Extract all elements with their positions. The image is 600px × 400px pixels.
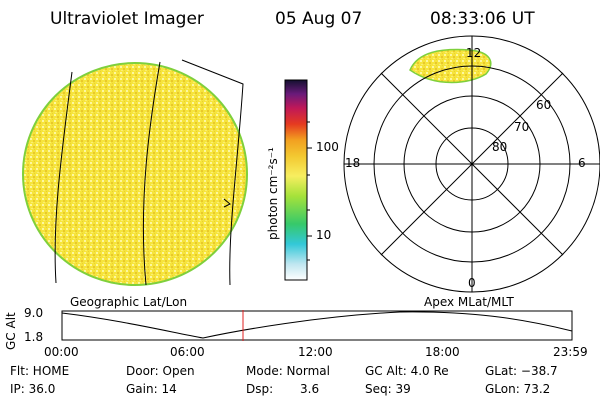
mlt-label-6: 6 bbox=[578, 156, 586, 170]
status-gain: Gain: 14 bbox=[126, 382, 177, 396]
longitude-line bbox=[181, 59, 244, 286]
instrument-title: Ultraviolet Imager bbox=[50, 9, 204, 29]
longitude-line bbox=[54, 71, 73, 284]
altitude-timeline bbox=[61, 310, 573, 341]
polar-plot bbox=[343, 35, 600, 293]
status-glat: GLat: −38.7 bbox=[485, 364, 558, 378]
mlat-label-80: 80 bbox=[492, 140, 508, 154]
colorbar bbox=[284, 79, 312, 281]
colorbar-tick-10: 10 bbox=[316, 228, 332, 242]
status-gc-alt: GC Alt: 4.0 Re bbox=[365, 364, 449, 378]
mlat-label-60: 60 bbox=[536, 98, 552, 112]
geo-panel-label: Geographic Lat/Lon bbox=[70, 295, 188, 309]
status-dsp-label: Dsp: bbox=[246, 382, 274, 396]
polar-spoke bbox=[380, 72, 564, 256]
date-label: 05 Aug 07 bbox=[275, 9, 363, 29]
mlt-label-12: 12 bbox=[466, 46, 482, 60]
timeline-ytick-min: 1.8 bbox=[24, 330, 44, 344]
timeline-xtick: 00:00 bbox=[44, 345, 79, 359]
status-flt: Flt: HOME bbox=[10, 364, 70, 378]
mlt-label-0: 0 bbox=[468, 276, 476, 290]
altitude-curve bbox=[61, 311, 573, 339]
timeline-xtick: 06:00 bbox=[170, 345, 205, 359]
status-ip: IP: 36.0 bbox=[10, 382, 56, 396]
longitude-line bbox=[142, 61, 161, 286]
status-seq: Seq: 39 bbox=[365, 382, 411, 396]
status-door: Door: Open bbox=[126, 364, 195, 378]
timeline-ytick-max: 9.0 bbox=[24, 306, 44, 320]
status-glon: GLon: 73.2 bbox=[485, 382, 551, 396]
mlt-label-18: 18 bbox=[345, 156, 361, 170]
colorbar-unit-label: photon cm⁻²s⁻¹ bbox=[266, 147, 280, 240]
sun-direction-marker bbox=[223, 198, 231, 208]
auroral-patch bbox=[409, 48, 492, 84]
timeline-xtick: 23:59 bbox=[553, 345, 588, 359]
polar-panel-label: Apex MLat/MLT bbox=[424, 295, 514, 309]
timeline-xtick: 12:00 bbox=[298, 345, 333, 359]
status-mode: Mode: Normal bbox=[246, 364, 330, 378]
timeline-axis-title: GC Alt bbox=[4, 312, 18, 350]
timeline-xtick: 18:00 bbox=[425, 345, 460, 359]
mlat-label-70: 70 bbox=[514, 120, 530, 134]
status-dsp-value: 3.6 bbox=[300, 382, 320, 396]
geographic-disk bbox=[22, 59, 248, 286]
colorbar-tick-100: 100 bbox=[316, 140, 339, 154]
time-label: 08:33:06 UT bbox=[430, 9, 535, 29]
